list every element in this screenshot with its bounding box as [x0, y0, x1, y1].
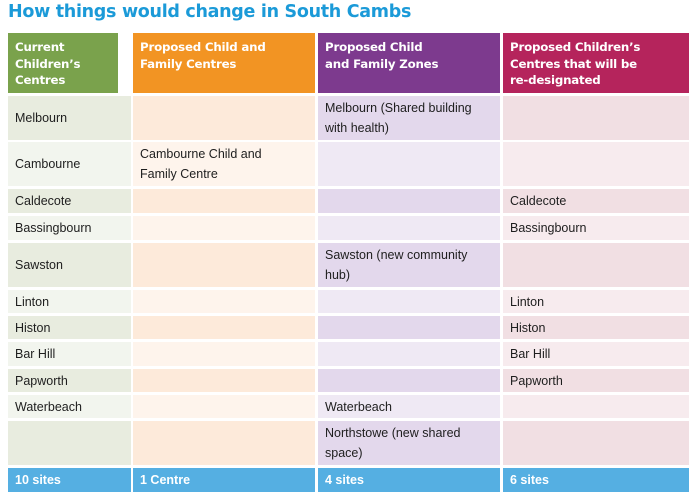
child-family-zone-cell — [318, 290, 500, 313]
child-family-zone-cell — [318, 342, 500, 366]
table-header-row: Current Children’s Centres Proposed Chil… — [8, 33, 689, 93]
current-centre-cell: Papworth — [8, 369, 131, 392]
total-redesignated-centres: 6 sites — [503, 468, 689, 492]
total-child-family-centres: 1 Centre — [133, 468, 315, 492]
child-family-centre-cell — [133, 369, 315, 392]
header-redesignated-centres: Proposed Children’s Centres that will be… — [503, 33, 689, 93]
child-family-centre-cell — [133, 421, 315, 465]
child-family-centre-cell — [133, 395, 315, 418]
current-centre-cell: Cambourne — [8, 142, 131, 186]
table-row: Histon Histon — [8, 316, 689, 339]
current-centre-cell: Sawston — [8, 243, 131, 287]
child-family-centre-cell — [133, 96, 315, 140]
table-row: Caldecote Caldecote — [8, 189, 689, 213]
redesignated-centre-cell: Bassingbourn — [503, 216, 689, 240]
child-family-zone-cell — [318, 189, 500, 213]
table-row: Linton Linton — [8, 290, 689, 313]
child-family-zone-cell — [318, 216, 500, 240]
current-centre-cell: Caldecote — [8, 189, 131, 213]
redesignated-centre-cell: Papworth — [503, 369, 689, 392]
table-row: Melbourn Melbourn (Shared building with h… — [8, 96, 689, 140]
current-centre-cell: Bar Hill — [8, 342, 131, 366]
header-current-centres: Current Children’s Centres — [8, 33, 118, 93]
current-centre-cell: Linton — [8, 290, 131, 313]
table-row: Waterbeach Waterbeach — [8, 395, 689, 418]
child-family-zone-cell: Waterbeach — [318, 395, 500, 418]
child-family-zone-cell — [318, 316, 500, 339]
current-centre-cell: Histon — [8, 316, 131, 339]
table-totals-row: 10 sites 1 Centre 4 sites 6 sites — [8, 468, 689, 492]
child-family-centre-cell — [133, 189, 315, 213]
total-child-family-zones: 4 sites — [318, 468, 500, 492]
child-family-zone-cell: Northstowe (new shared space) — [318, 421, 500, 465]
table-row: Sawston Sawston (new community hub) — [8, 243, 689, 287]
redesignated-centre-cell — [503, 96, 689, 140]
redesignated-centre-cell — [503, 243, 689, 287]
table-row: Cambourne Cambourne Child and Family Cent… — [8, 142, 689, 186]
child-family-zone-cell: Sawston (new community hub) — [318, 243, 500, 287]
child-family-zone-cell — [318, 369, 500, 392]
redesignated-centre-cell: Bar Hill — [503, 342, 689, 366]
child-family-centre-cell — [133, 342, 315, 366]
current-centre-cell: Bassingbourn — [8, 216, 131, 240]
child-family-centre-cell — [133, 316, 315, 339]
redesignated-centre-cell — [503, 395, 689, 418]
page-title: How things would change in South Cambs — [8, 2, 412, 22]
current-centre-cell: Melbourn — [8, 96, 131, 140]
header-child-family-zones: Proposed Child and Family Zones — [318, 33, 500, 93]
redesignated-centre-cell: Histon — [503, 316, 689, 339]
current-centre-cell: Waterbeach — [8, 395, 131, 418]
total-current-centres: 10 sites — [8, 468, 131, 492]
child-family-centre-cell — [133, 290, 315, 313]
redesignated-centre-cell — [503, 142, 689, 186]
child-family-zone-cell: Melbourn (Shared building with health) — [318, 96, 500, 140]
table-row: Bassingbourn Bassingbourn — [8, 216, 689, 240]
table-row: Papworth Papworth — [8, 369, 689, 392]
header-child-family-centres: Proposed Child and Family Centres — [133, 33, 315, 93]
child-family-zone-cell — [318, 142, 500, 186]
redesignated-centre-cell: Linton — [503, 290, 689, 313]
child-family-centre-cell — [133, 243, 315, 287]
child-family-centre-cell — [133, 216, 315, 240]
table-row: Bar Hill Bar Hill — [8, 342, 689, 366]
redesignated-centre-cell — [503, 421, 689, 465]
redesignated-centre-cell: Caldecote — [503, 189, 689, 213]
table-row: Northstowe (new shared space) — [8, 421, 689, 465]
child-family-centre-cell: Cambourne Child and Family Centre — [133, 142, 315, 186]
current-centre-cell — [8, 421, 131, 465]
